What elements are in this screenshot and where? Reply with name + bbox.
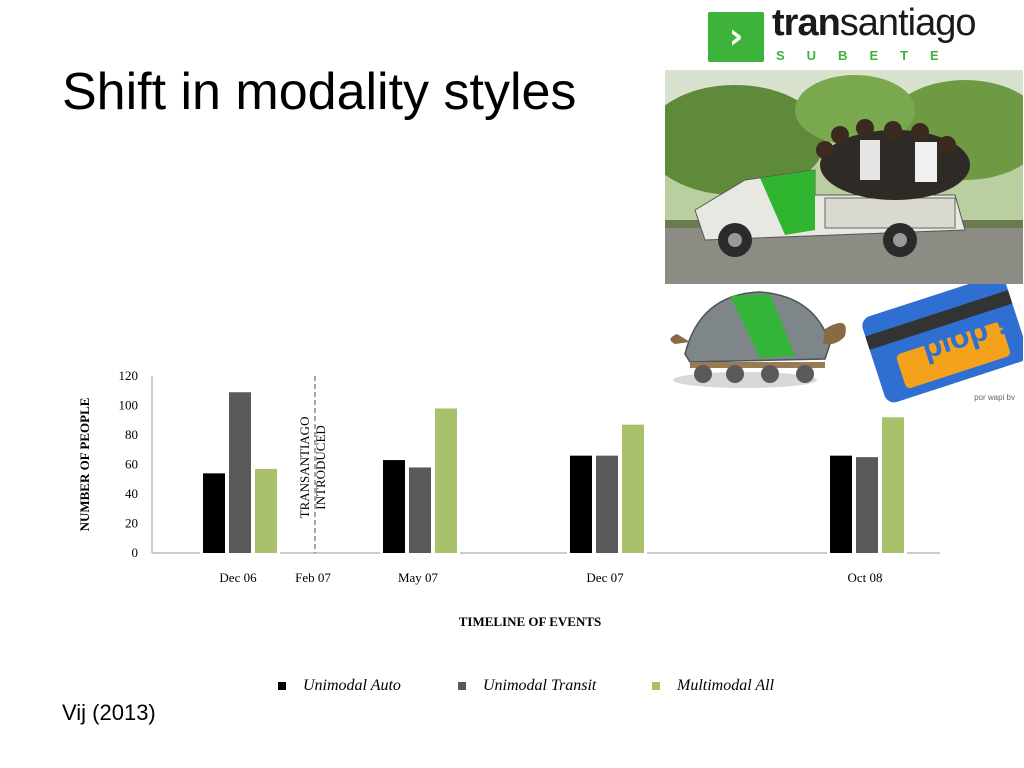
legend-label: Unimodal Auto xyxy=(303,677,401,694)
citation: Vij (2013) xyxy=(62,700,156,725)
bar-unimodal-auto xyxy=(383,460,405,553)
logo-wordmark-light: santiago xyxy=(839,2,977,44)
y-tick-label: 60 xyxy=(125,457,138,472)
x-tick-label: Feb 07 xyxy=(295,570,331,585)
legend-label: Multimodal All xyxy=(676,677,775,694)
bar-unimodal-auto xyxy=(830,455,852,553)
bar-unimodal-auto xyxy=(570,455,592,553)
bars-group xyxy=(203,392,904,553)
y-axis-ticks: 0 20 40 60 80 100 120 xyxy=(119,368,139,560)
y-tick-label: 0 xyxy=(132,545,139,560)
slide-title: Shift in modality styles xyxy=(62,63,577,121)
annotation-line-2: INTRODUCED xyxy=(313,425,328,510)
y-axis-title: NUMBER OF PEOPLE xyxy=(77,398,92,532)
logo-wordmark: transantiago xyxy=(772,2,977,45)
turtle-and-card-illustration: plop ! por wapi bv xyxy=(665,284,1023,406)
x-tick-label: Dec 06 xyxy=(219,570,257,585)
bar-unimodal-transit xyxy=(409,467,431,553)
bar-multimodal-all xyxy=(435,408,457,553)
legend-swatch xyxy=(458,682,466,690)
y-tick-label: 20 xyxy=(125,516,138,531)
x-tick-label: Dec 07 xyxy=(586,570,624,585)
chevron-right-icon: › xyxy=(728,16,744,57)
y-tick-label: 120 xyxy=(119,368,139,383)
crowded-pickup-truck-photo xyxy=(665,70,1023,284)
y-tick-label: 80 xyxy=(125,427,138,442)
modality-bar-chart: 0 20 40 60 80 100 120 Dec 06 Feb 07 May 07 Dec 07… xyxy=(77,368,940,694)
bar-multimodal-all xyxy=(882,417,904,553)
illustration-credit: por wapi bv xyxy=(974,393,1015,402)
y-tick-label: 100 xyxy=(119,398,139,413)
bar-multimodal-all xyxy=(622,424,644,553)
transit-card xyxy=(862,284,1023,403)
bar-unimodal-auto xyxy=(203,473,225,553)
logo-wordmark-bold: tran xyxy=(772,2,841,44)
logo-badge xyxy=(708,12,764,62)
x-axis-title: TIMELINE OF EVENTS xyxy=(459,614,602,629)
x-tick-label: May 07 xyxy=(398,570,439,585)
y-tick-label: 40 xyxy=(125,486,138,501)
chart-legend: Unimodal Auto Unimodal Transit Multimodal … xyxy=(278,677,775,694)
logo-tagline: SUBETE xyxy=(776,48,961,63)
legend-label: Unimodal Transit xyxy=(483,677,597,694)
x-tick-label: Oct 08 xyxy=(847,570,882,585)
bar-unimodal-transit xyxy=(229,392,251,553)
annotation-line-1: TRANSANTIAGO xyxy=(297,417,312,519)
legend-swatch xyxy=(652,682,660,690)
bar-unimodal-transit xyxy=(856,457,878,553)
x-axis-ticks: Dec 06 Feb 07 May 07 Dec 07 Oct 08 xyxy=(219,570,882,585)
bar-unimodal-transit xyxy=(596,455,618,553)
legend-swatch xyxy=(278,682,286,690)
bar-multimodal-all xyxy=(255,468,277,553)
transantiago-logo: › transantiago SUBETE xyxy=(708,2,998,64)
